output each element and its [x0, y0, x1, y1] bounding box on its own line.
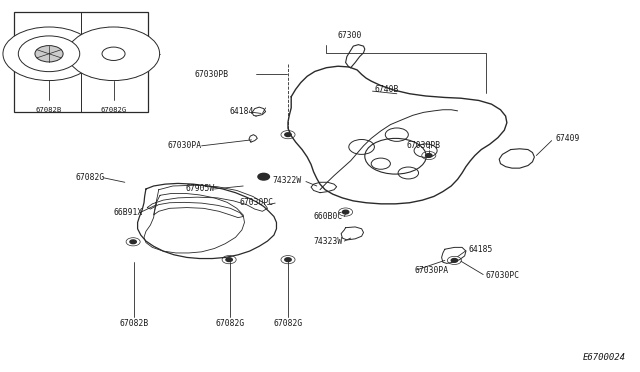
- Circle shape: [35, 46, 63, 62]
- Text: 67905W: 67905W: [186, 184, 215, 193]
- Text: 74322W: 74322W: [273, 176, 302, 185]
- Circle shape: [102, 47, 125, 61]
- Circle shape: [451, 259, 458, 262]
- Text: 74323W: 74323W: [314, 237, 343, 246]
- Text: 66B91X: 66B91X: [114, 208, 143, 217]
- Text: 67300: 67300: [337, 31, 362, 40]
- Text: 67030PB: 67030PB: [195, 70, 229, 79]
- Text: 67082G: 67082G: [100, 107, 127, 113]
- Circle shape: [342, 210, 349, 214]
- Text: E6700024: E6700024: [583, 353, 626, 362]
- Circle shape: [258, 173, 269, 180]
- Circle shape: [426, 154, 432, 157]
- Text: 6740B: 6740B: [374, 85, 399, 94]
- Text: 67030PA: 67030PA: [168, 141, 202, 150]
- Bar: [14, 12, 148, 112]
- Circle shape: [130, 240, 136, 244]
- Text: 67082G: 67082G: [216, 319, 245, 328]
- Text: 67030PA: 67030PA: [415, 266, 449, 275]
- Circle shape: [285, 258, 291, 262]
- Circle shape: [3, 27, 95, 81]
- Text: 67030PC: 67030PC: [485, 271, 519, 280]
- Circle shape: [226, 258, 232, 262]
- Circle shape: [67, 27, 159, 81]
- Text: 67082B: 67082B: [120, 319, 149, 328]
- Text: 67082G: 67082G: [273, 319, 303, 328]
- Text: 67082G: 67082G: [76, 173, 105, 182]
- Text: 660B0C: 660B0C: [314, 212, 343, 221]
- Text: 64185: 64185: [468, 246, 493, 254]
- Text: 67030PB: 67030PB: [406, 141, 440, 150]
- Circle shape: [19, 36, 80, 72]
- Text: 67409: 67409: [556, 134, 580, 143]
- Text: 64184: 64184: [229, 107, 253, 116]
- Text: 67030PC: 67030PC: [240, 198, 274, 207]
- Text: 67082B: 67082B: [36, 107, 62, 113]
- Circle shape: [285, 133, 291, 137]
